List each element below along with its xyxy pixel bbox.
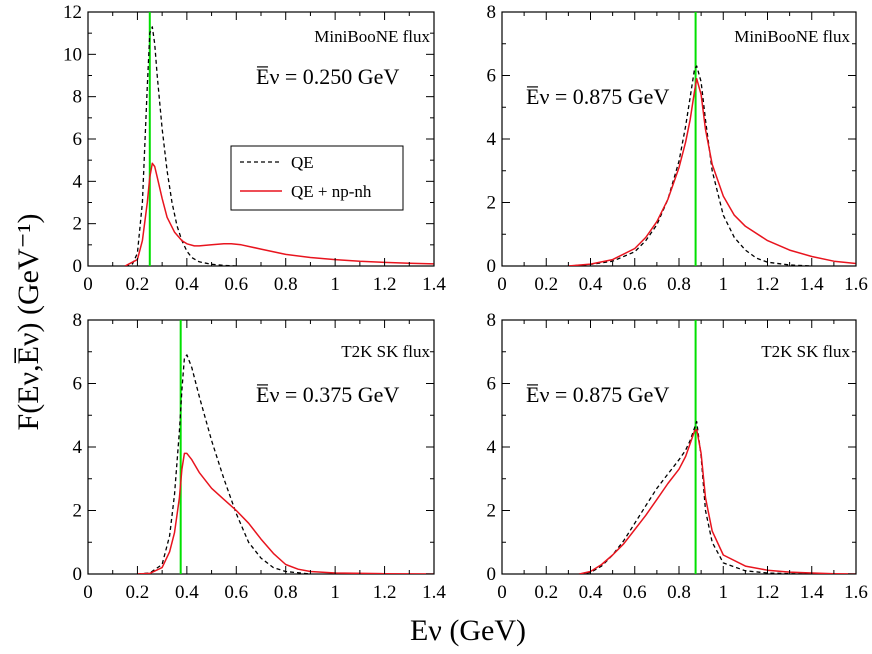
x-tick-label: 1.2 xyxy=(373,582,397,603)
y-tick-label: 4 xyxy=(487,437,497,458)
panel-top-right: 0 0.2 0.4 0.6 0.8 1 1.2 1.4 1.6 0 2 4 6 8 MiniBooNE f… xyxy=(487,2,868,295)
legend-box xyxy=(230,145,404,211)
flux-label: MiniBooNE flux xyxy=(314,27,430,46)
series-qe-line xyxy=(137,354,311,574)
plot-frame xyxy=(501,11,857,267)
panel-top-left: 0 0.2 0.4 0.6 0.8 1 1.2 1.4 0 2 4 6 8 10 12 MiniBooNE … xyxy=(63,2,446,295)
legend-npnh-label: QE + np-nh xyxy=(291,182,372,201)
x-tick-label: 0.4 xyxy=(175,274,199,295)
x-tick-label: 1.2 xyxy=(373,274,397,295)
y-tick-label: 4 xyxy=(73,437,83,458)
x-tick-label: 1.6 xyxy=(844,582,868,603)
legend: QE QE + np-nh xyxy=(230,145,404,211)
panel-bottom-left: 0 0.2 0.4 0.6 0.8 1 1.2 1.4 0 2 4 6 8 T2K SK flux E̅… xyxy=(73,310,447,603)
x-tick-label: 0.8 xyxy=(274,582,298,603)
x-tick-label: 0.6 xyxy=(623,582,647,603)
x-axis-label: Eν (GeV) xyxy=(410,614,526,647)
mean-energy-label: E̅ν = 0.875 GeV xyxy=(526,84,669,109)
x-tick-label: 0 xyxy=(497,274,507,295)
x-tick-label: 0.2 xyxy=(534,274,558,295)
series-qe-npnh-line xyxy=(568,77,856,266)
x-tick-label: 0 xyxy=(497,582,507,603)
series-qe-npnh-line xyxy=(124,162,434,266)
y-tick-label: 0 xyxy=(487,256,497,277)
y-tick-label: 0 xyxy=(73,564,83,585)
x-tick-label: 0.8 xyxy=(667,274,691,295)
y-tick-label: 6 xyxy=(73,129,83,150)
mean-energy-label: E̅ν = 0.875 GeV xyxy=(526,382,669,407)
x-tick-label: 1 xyxy=(719,274,729,295)
series-qe-line xyxy=(568,65,812,266)
x-tick-label: 0 xyxy=(83,274,93,295)
panel-bottom-right: 0 0.2 0.4 0.6 0.8 1 1.2 1.4 1.6 0 2 4 6 8 T2K SK flux… xyxy=(487,310,868,603)
y-tick-label: 8 xyxy=(487,310,497,331)
x-tick-label: 1.4 xyxy=(422,274,446,295)
x-tick-label: 0.6 xyxy=(623,274,647,295)
y-axis-label: F(Eν,E̅ν) (GeV⁻¹) xyxy=(12,214,45,431)
y-tick-label: 2 xyxy=(73,214,83,235)
x-tick-label: 1 xyxy=(719,582,729,603)
flux-label: T2K SK flux xyxy=(341,342,430,361)
y-tick-label: 4 xyxy=(487,129,497,150)
y-tick-label: 2 xyxy=(73,501,83,522)
y-tick-label: 6 xyxy=(73,374,83,395)
mean-energy-label: E̅ν = 0.250 GeV xyxy=(256,64,399,89)
flux-label: T2K SK flux xyxy=(761,342,850,361)
y-tick-label: 0 xyxy=(487,564,497,585)
x-tick-label: 1.4 xyxy=(800,274,824,295)
x-tick-label: 0.6 xyxy=(224,274,248,295)
x-tick-label: 0.4 xyxy=(579,582,603,603)
series-qe-npnh-line xyxy=(137,452,434,574)
y-tick-label: 8 xyxy=(73,87,83,108)
y-tick-label: 0 xyxy=(73,256,83,277)
y-tick-label: 8 xyxy=(487,2,497,23)
series-qe-line xyxy=(124,26,237,266)
x-tick-label: 0.8 xyxy=(667,582,691,603)
x-tick-label: 1.2 xyxy=(756,274,780,295)
y-tick-label: 12 xyxy=(63,2,82,23)
x-tick-label: 0.2 xyxy=(126,274,150,295)
x-tick-label: 1.2 xyxy=(756,582,780,603)
series-qe-npnh-line xyxy=(579,428,856,574)
y-tick-label: 2 xyxy=(487,193,497,214)
y-tick-label: 6 xyxy=(487,374,497,395)
y-tick-label: 4 xyxy=(73,171,83,192)
legend-qe-label: QE xyxy=(291,153,314,172)
x-tick-label: 1.6 xyxy=(844,274,868,295)
x-tick-label: 0.4 xyxy=(579,274,603,295)
x-tick-label: 1.4 xyxy=(800,582,824,603)
x-tick-label: 0.2 xyxy=(534,582,558,603)
mean-energy-label: E̅ν = 0.375 GeV xyxy=(256,382,399,407)
x-tick-label: 0.8 xyxy=(274,274,298,295)
y-tick-label: 8 xyxy=(73,310,83,331)
x-tick-label: 0.6 xyxy=(224,582,248,603)
x-tick-label: 0.2 xyxy=(126,582,150,603)
x-tick-label: 0 xyxy=(83,582,93,603)
x-tick-label: 1.4 xyxy=(422,582,446,603)
y-tick-label: 6 xyxy=(487,66,497,87)
x-tick-label: 0.4 xyxy=(175,582,199,603)
y-tick-label: 2 xyxy=(487,501,497,522)
x-tick-label: 1 xyxy=(330,582,340,603)
flux-label: MiniBooNE flux xyxy=(734,27,850,46)
x-tick-label: 1 xyxy=(330,274,340,295)
y-tick-label: 10 xyxy=(63,44,82,65)
